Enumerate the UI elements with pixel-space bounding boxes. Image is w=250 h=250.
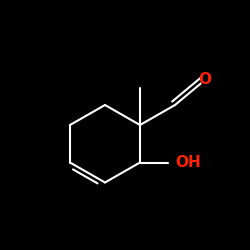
Text: O: O <box>198 72 211 88</box>
Text: OH: OH <box>175 155 201 170</box>
